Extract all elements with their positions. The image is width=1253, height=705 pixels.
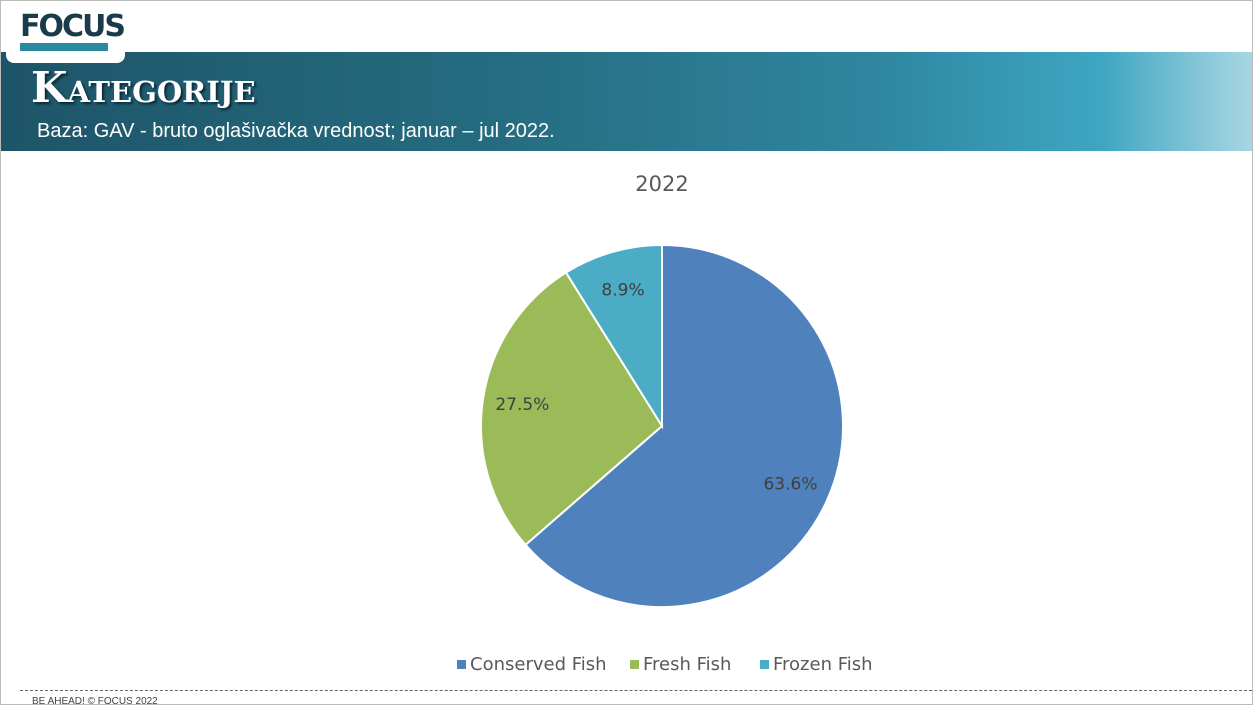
slide-title: Kategorije — [31, 63, 256, 112]
data-label: 63.6% — [763, 475, 817, 495]
pie-slice — [524, 243, 844, 608]
pie-slice — [564, 243, 663, 430]
data-label: 27.5% — [495, 395, 549, 415]
chart-title: 2022 — [635, 172, 688, 196]
legend-swatch — [760, 660, 769, 669]
chart: 2022 63.6% 27.5% 8.9% Conserved Fish Fresh F… — [457, 172, 873, 675]
slide-subtitle: Baza: GAV - bruto oglašivačka vrednost; … — [37, 120, 555, 142]
logo-bar — [20, 43, 108, 51]
legend-label: Fresh Fish — [643, 654, 731, 675]
pie-slice — [480, 271, 664, 547]
legend-swatch — [457, 660, 466, 669]
data-label: 8.9% — [601, 280, 644, 300]
legend-swatch — [630, 660, 639, 669]
footer: BE AHEAD! © FOCUS 2022 — [20, 690, 1252, 704]
legend-label: Frozen Fish — [773, 654, 873, 675]
logo: FOCUS — [6, 1, 126, 63]
logo-text: FOCUS — [20, 9, 126, 44]
legend-label: Conserved Fish — [470, 654, 607, 675]
header-band — [1, 52, 1252, 151]
